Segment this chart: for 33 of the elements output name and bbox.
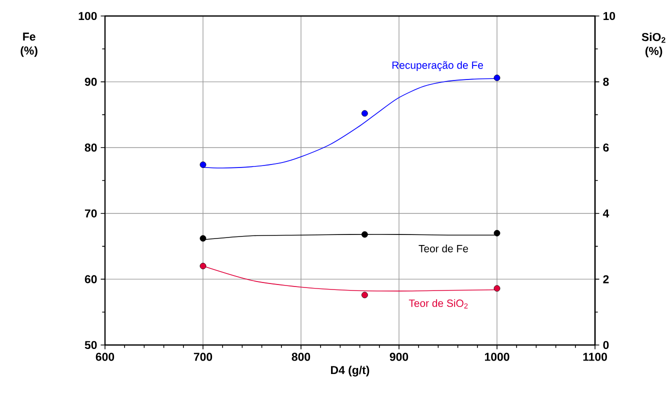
x-tick-label: 900 bbox=[390, 352, 408, 361]
x-tick-label: 600 bbox=[96, 352, 114, 361]
x-tick-label: 1100 bbox=[583, 352, 607, 361]
y2-axis-title: SiO$_{2}$ (%) bbox=[642, 32, 666, 58]
point bbox=[362, 231, 368, 238]
y-tick-label: 100 bbox=[78, 12, 97, 20]
y2-tick-label: 2 bbox=[603, 275, 609, 284]
point bbox=[494, 285, 500, 292]
x-tick-label: 800 bbox=[292, 352, 310, 361]
point bbox=[200, 262, 206, 270]
y-tick-label: 60 bbox=[84, 275, 97, 284]
point bbox=[494, 230, 500, 236]
x-tick-label: 700 bbox=[194, 352, 212, 361]
series-label: Teor de Fe bbox=[418, 244, 468, 252]
y2-tick-label: 8 bbox=[603, 78, 609, 86]
y-tick-label: 90 bbox=[84, 78, 97, 86]
y-tick-label: 80 bbox=[84, 144, 97, 152]
point bbox=[200, 162, 206, 168]
y-axis-title: Fe (%) bbox=[20, 32, 38, 57]
y2-tick-label: 4 bbox=[602, 209, 610, 218]
series-label: Recuperação de Fe bbox=[392, 61, 483, 71]
x-tick-label: 1000 bbox=[484, 352, 510, 361]
y-tick-label: 70 bbox=[84, 209, 97, 218]
point bbox=[494, 74, 500, 82]
x-axis-title: D4 (g/t) bbox=[331, 366, 370, 376]
y2-tick-label: 10 bbox=[604, 12, 616, 20]
point bbox=[362, 292, 368, 298]
y2-tick-label: 0 bbox=[603, 340, 609, 350]
series-label: Teor de SiO$_{2}$ bbox=[408, 299, 468, 308]
y2-tick-label: 6 bbox=[603, 144, 609, 152]
point bbox=[362, 110, 368, 117]
point bbox=[200, 235, 206, 242]
y-tick-label: 50 bbox=[84, 340, 97, 350]
